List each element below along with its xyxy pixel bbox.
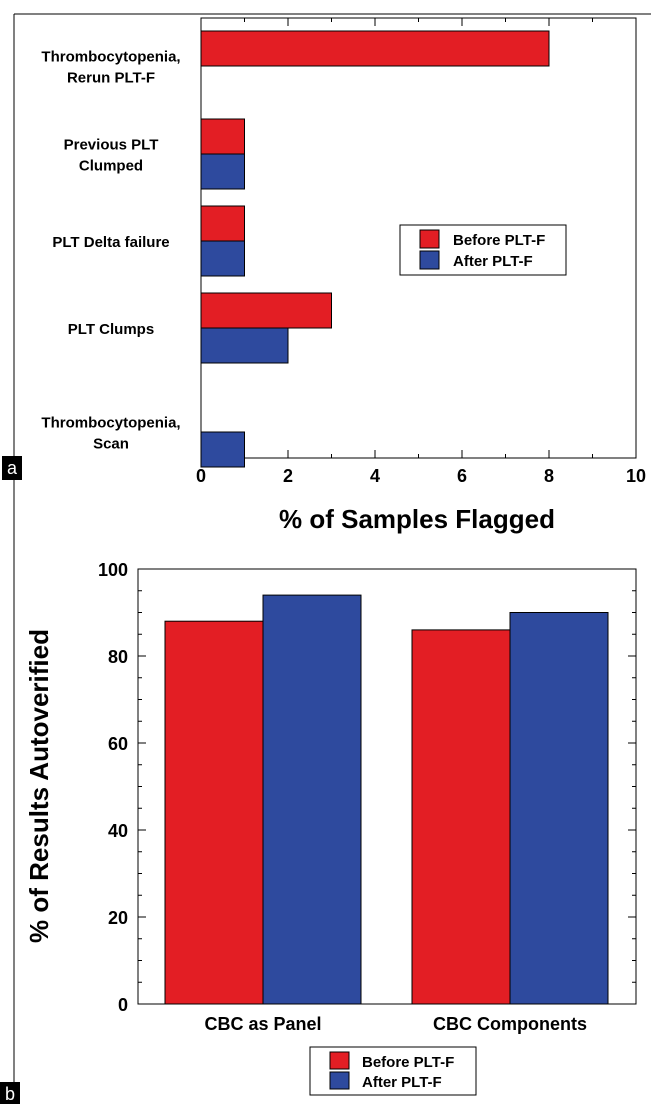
bar-after-0	[262, 594, 362, 1005]
x-tick-label-4: 8	[544, 466, 554, 486]
legend-a-label-0: Before PLT-F	[453, 232, 545, 249]
legend-b-swatch-0	[329, 1051, 350, 1070]
legend-a-swatch-0	[419, 229, 440, 249]
legend-b-label-0: Before PLT-F	[362, 1054, 454, 1071]
y-axis-title: % of Results Autoverified	[24, 629, 54, 943]
x-tick-label-1: 2	[283, 466, 293, 486]
legend-a-swatch-1	[419, 250, 440, 270]
bar-after-1	[200, 153, 245, 190]
panel-a-label: a	[7, 458, 18, 478]
category-label-2-0: PLT Delta failure	[52, 234, 169, 251]
y-tick-label-3: 60	[108, 734, 128, 754]
legend-b-label-1: After PLT-F	[362, 1074, 442, 1091]
bar-after-3	[200, 327, 289, 364]
panel-b-chart: CBC as Panel CBC Components 0 20 40 60 80 100 % …	[24, 560, 637, 1096]
panel-a-label-box	[2, 456, 22, 480]
bar-before-0	[164, 620, 264, 1005]
x-tick-label-2: 4	[370, 466, 380, 486]
bar-after-1	[509, 612, 609, 1005]
x-axis-title: % of Samples Flagged	[279, 504, 555, 534]
panel-b-label-box	[0, 1082, 20, 1104]
y-tick-label-2: 40	[108, 821, 128, 841]
legend-a: Before PLT-F After PLT-F	[399, 224, 567, 276]
bar-before-0	[200, 30, 550, 67]
bar-before-2	[200, 205, 245, 242]
y-tick-label-0: 0	[118, 995, 128, 1015]
x-tick-label-3: 6	[457, 466, 467, 486]
bar-before-3	[200, 292, 332, 329]
category-label-3-0: PLT Clumps	[68, 321, 154, 338]
legend-b-swatch-1	[329, 1071, 350, 1090]
y-tick-label-4: 80	[108, 647, 128, 667]
category-label-1-0: Previous PLT	[64, 137, 159, 154]
bar-after-4	[200, 431, 245, 468]
category-label-1-1: Clumped	[79, 158, 143, 175]
bar-before-1	[411, 629, 511, 1005]
category-label-0-0: Thrombocytopenia,	[41, 49, 180, 66]
x-tick-label-0: 0	[196, 466, 206, 486]
bar-after-2	[200, 240, 245, 277]
x-category-label-1: CBC Components	[433, 1014, 587, 1034]
category-label-4-0: Thrombocytopenia,	[41, 415, 180, 432]
bar-before-1	[200, 118, 245, 155]
category-label-0-1: Rerun PLT-F	[67, 70, 155, 87]
y-tick-label-1: 20	[108, 908, 128, 928]
panel-b-label: b	[5, 1084, 15, 1104]
x-tick-label-5: 10	[626, 466, 646, 486]
legend-b: Before PLT-F After PLT-F	[309, 1046, 477, 1096]
panel-a-chart: Thrombocytopenia, Rerun PLT-F Previous PLT…	[41, 17, 646, 534]
x-category-label-0: CBC as Panel	[204, 1014, 321, 1034]
category-label-4-1: Scan	[93, 436, 129, 453]
legend-a-label-1: After PLT-F	[453, 253, 533, 270]
y-tick-label-5: 100	[98, 560, 128, 580]
